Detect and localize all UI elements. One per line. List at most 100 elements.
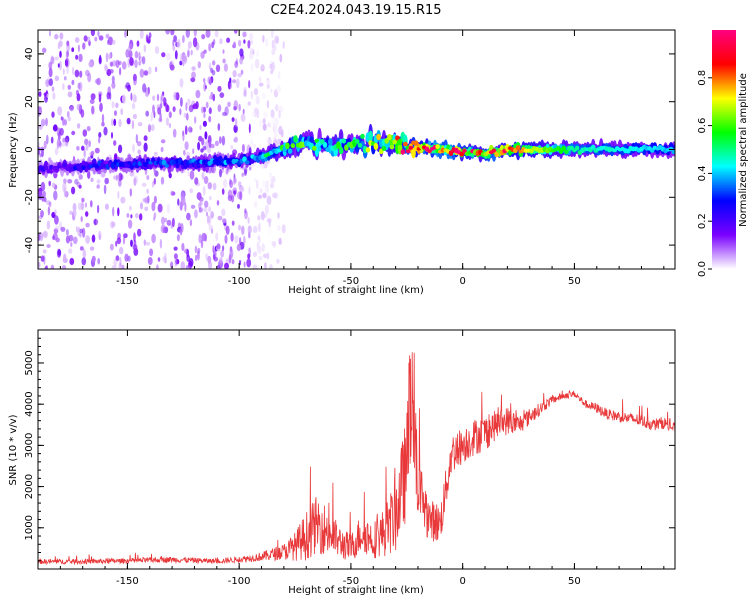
- noise-speckle: [218, 257, 223, 264]
- noise-speckle: [176, 234, 180, 242]
- spectrogram-y-tick-label: 20: [24, 95, 35, 108]
- noise-speckle: [85, 211, 89, 217]
- noise-speckle: [201, 171, 205, 180]
- noise-speckle: [76, 103, 82, 111]
- noise-speckle: [98, 230, 102, 240]
- noise-speckle: [272, 192, 277, 199]
- noise-speckle: [253, 88, 259, 96]
- noise-speckle: [172, 106, 176, 112]
- noise-speckle: [197, 61, 201, 69]
- noise-speckle: [183, 55, 187, 63]
- noise-speckle: [115, 255, 120, 262]
- noise-speckle: [165, 117, 169, 126]
- noise-speckle: [194, 209, 198, 219]
- noise-speckle: [132, 73, 137, 82]
- noise-speckle: [190, 49, 193, 56]
- noise-speckle: [179, 78, 184, 88]
- noise-speckle: [243, 168, 247, 177]
- spectral-ridge-cell: [400, 149, 406, 155]
- noise-speckle: [242, 31, 247, 38]
- noise-speckle: [58, 140, 62, 149]
- spectral-ridge-cell: [62, 162, 68, 168]
- noise-speckle: [250, 47, 254, 55]
- noise-speckle: [207, 215, 210, 224]
- noise-speckle: [83, 35, 88, 42]
- colorbar-gradient: [712, 30, 736, 269]
- noise-speckle: [201, 106, 204, 114]
- snr-ticks: -150 -100 -50 0 50 1000 2000 3000 4000 5000: [24, 329, 675, 587]
- noise-speckle: [137, 149, 141, 155]
- noise-speckle: [253, 143, 256, 149]
- noise-speckle: [256, 50, 260, 57]
- spectral-ridge-cell: [46, 168, 51, 174]
- noise-speckle: [194, 245, 198, 254]
- noise-speckle: [93, 218, 99, 226]
- noise-speckle: [166, 203, 171, 214]
- noise-speckle: [85, 144, 89, 151]
- noise-speckle: [139, 213, 143, 221]
- noise-speckle: [104, 203, 109, 210]
- noise-speckle: [174, 257, 178, 267]
- noise-speckle: [201, 232, 207, 242]
- noise-speckle: [57, 63, 61, 68]
- spectral-ridge-cell: [322, 141, 328, 148]
- noise-speckle: [96, 179, 101, 184]
- spectral-ridge-cell: [357, 142, 363, 148]
- spectral-ridge-cell: [387, 134, 392, 141]
- noise-speckle: [231, 117, 235, 122]
- noise-speckle: [237, 181, 242, 187]
- spectral-ridge-cell: [373, 142, 379, 150]
- noise-speckle: [130, 239, 133, 247]
- noise-speckle: [89, 246, 95, 251]
- noise-speckle: [96, 77, 101, 86]
- noise-speckle: [277, 212, 280, 219]
- noise-speckle: [203, 112, 206, 119]
- noise-speckle: [38, 146, 41, 156]
- noise-speckle: [243, 261, 246, 268]
- noise-speckle: [175, 92, 180, 101]
- noise-speckle: [266, 100, 270, 109]
- noise-speckle: [189, 188, 193, 194]
- noise-speckle: [265, 38, 269, 47]
- noise-speckle: [194, 177, 199, 185]
- noise-speckle: [183, 149, 186, 156]
- snr-y-tick-label: 1000: [24, 515, 35, 540]
- noise-speckle: [254, 58, 260, 69]
- noise-speckle: [118, 60, 122, 66]
- noise-speckle: [216, 200, 220, 206]
- noise-speckle: [127, 219, 133, 229]
- noise-speckle: [222, 58, 226, 64]
- noise-speckle: [232, 187, 238, 195]
- noise-speckle: [122, 94, 126, 104]
- noise-speckle: [61, 265, 67, 269]
- noise-speckle: [68, 234, 74, 242]
- noise-speckle: [145, 241, 150, 246]
- noise-speckle: [81, 145, 85, 151]
- noise-speckle: [104, 177, 109, 185]
- noise-speckle: [43, 140, 47, 150]
- noise-speckle: [67, 84, 72, 90]
- noise-speckle: [41, 148, 44, 158]
- noise-speckle: [51, 182, 56, 188]
- noise-speckle: [224, 234, 228, 244]
- noise-speckle: [248, 123, 251, 134]
- noise-speckle: [48, 78, 53, 87]
- noise-speckle: [262, 123, 267, 131]
- noise-speckle: [129, 188, 132, 197]
- noise-speckle: [161, 52, 166, 58]
- noise-speckle: [252, 111, 256, 117]
- spectral-ridge-cell: [590, 144, 596, 150]
- noise-speckle: [50, 54, 54, 63]
- noise-speckle: [241, 143, 245, 153]
- noise-speckle: [208, 43, 212, 52]
- noise-speckle: [187, 41, 192, 49]
- noise-speckle: [117, 191, 120, 199]
- noise-speckle: [77, 202, 82, 211]
- noise-speckle: [191, 66, 196, 71]
- noise-speckle: [159, 238, 163, 249]
- noise-speckle: [139, 68, 145, 78]
- noise-speckle: [170, 261, 174, 269]
- noise-speckle: [125, 49, 130, 58]
- noise-speckle: [67, 91, 73, 98]
